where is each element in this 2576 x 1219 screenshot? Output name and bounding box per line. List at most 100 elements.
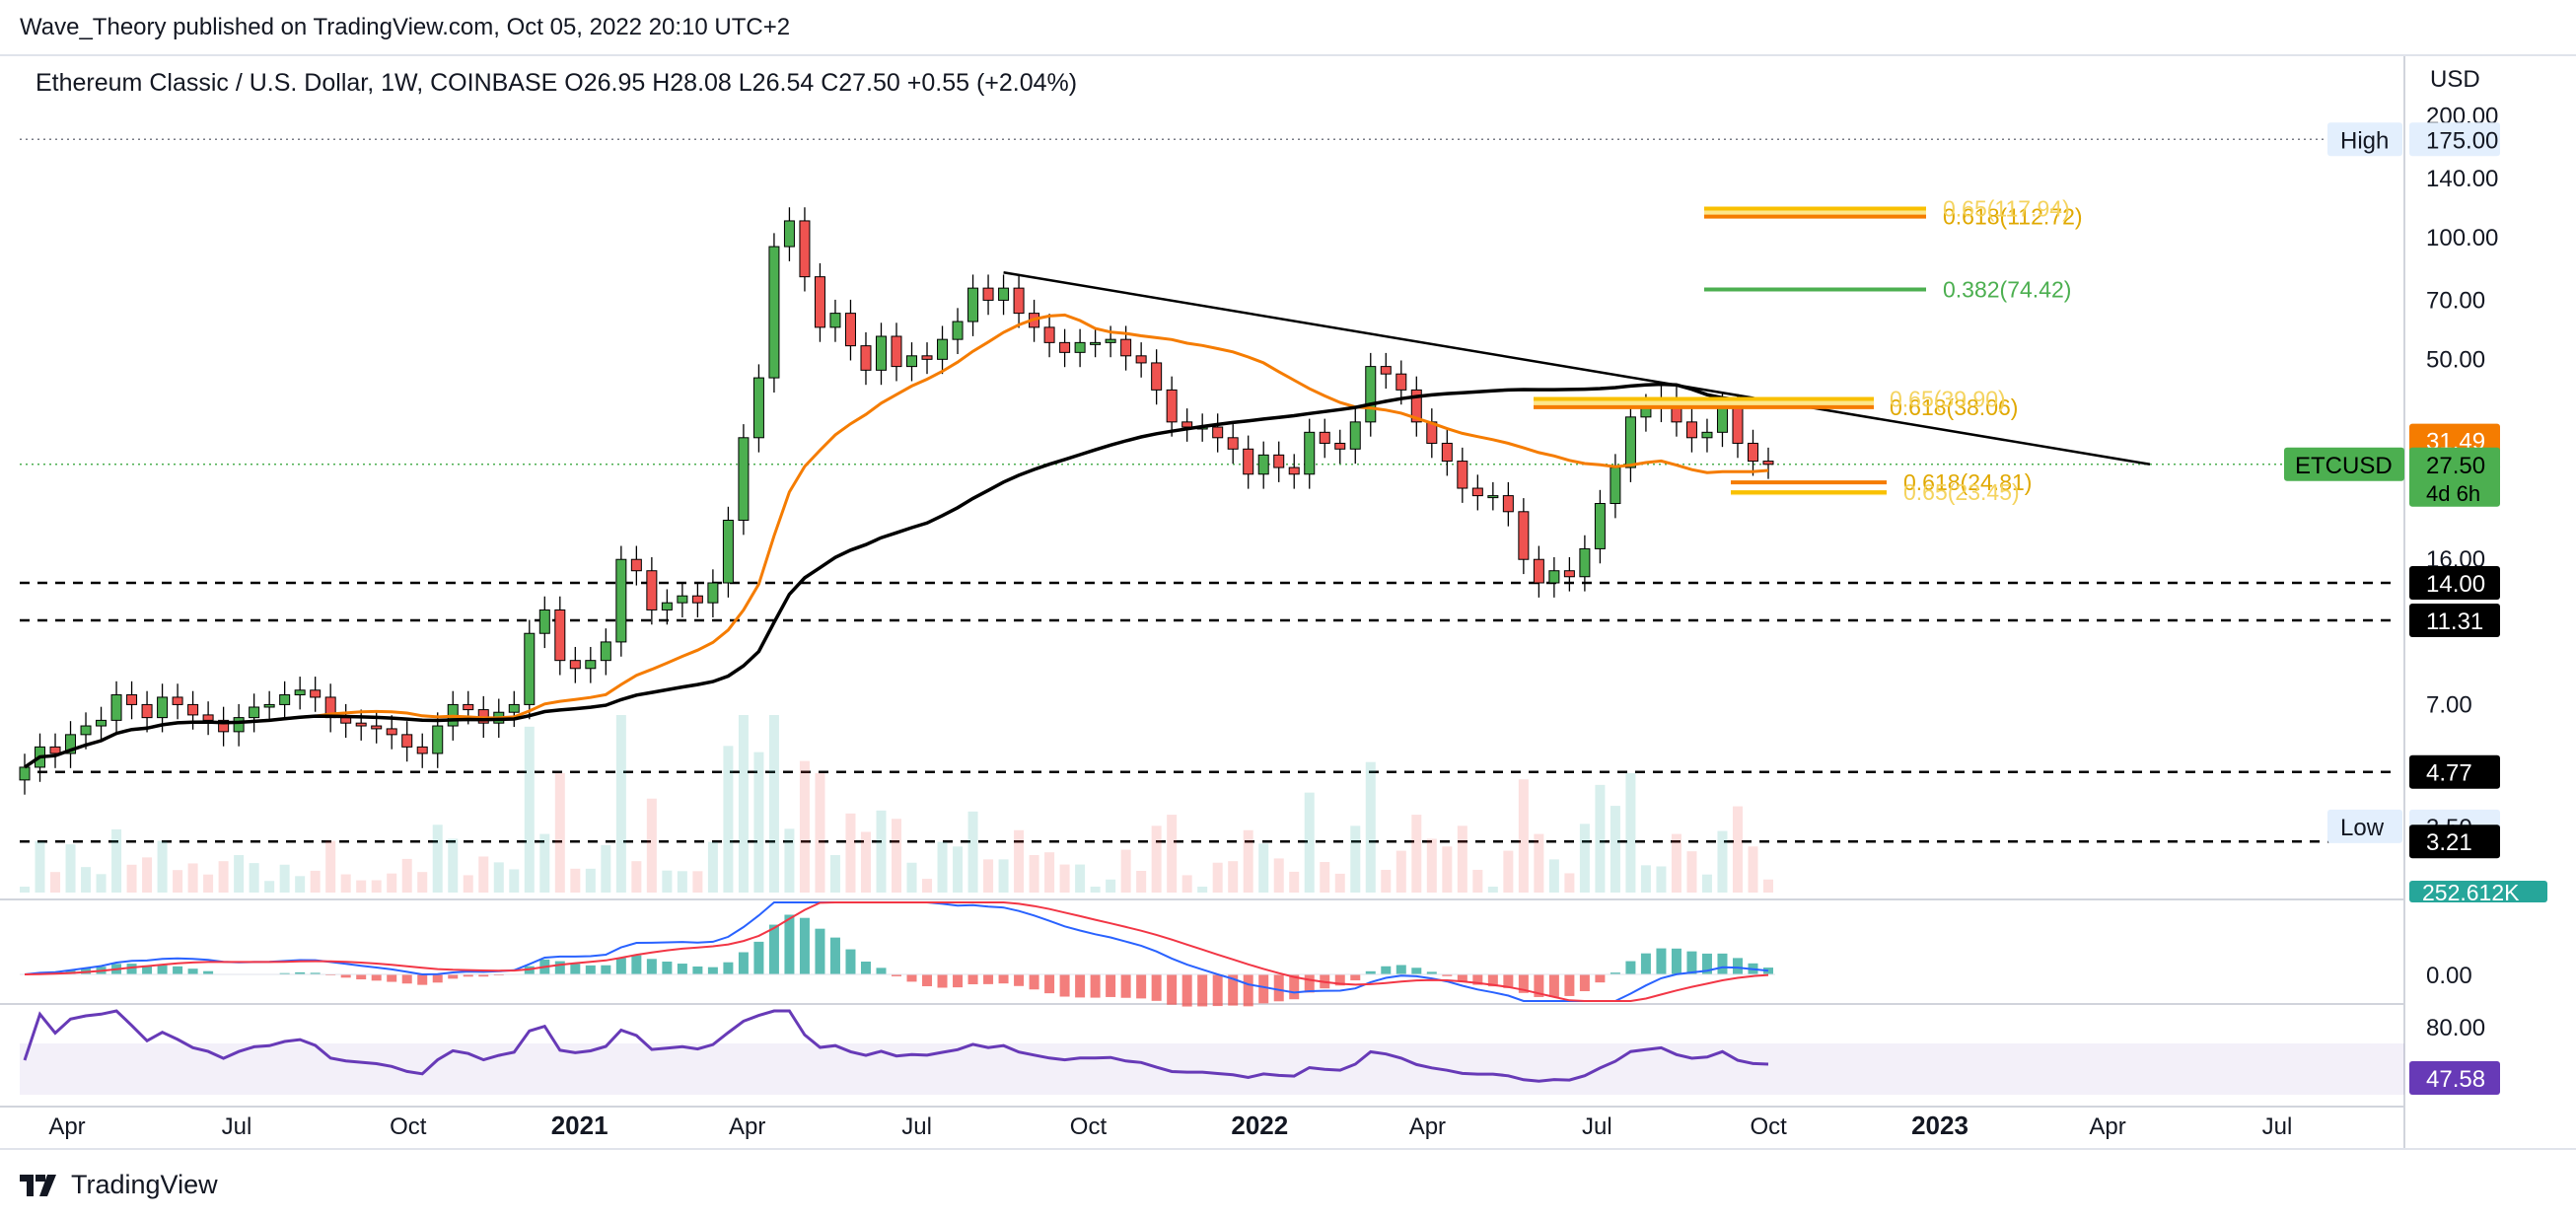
time-tick-label: Apr xyxy=(2089,1113,2125,1140)
candle-up xyxy=(952,321,964,340)
candle-down xyxy=(355,722,367,727)
macd-histogram-bar xyxy=(723,962,734,974)
volume-bar xyxy=(860,831,871,893)
volume-bar xyxy=(601,844,611,893)
volume-bar xyxy=(463,875,473,893)
tradingview-brand[interactable]: TradingView xyxy=(20,1170,218,1200)
volume-bar xyxy=(1120,849,1131,893)
macd-histogram-bar xyxy=(1350,974,1361,981)
volume-bar xyxy=(1167,815,1178,893)
volume-bar xyxy=(509,869,520,893)
volume-badge xyxy=(2409,881,2547,902)
fib-label: 0.382(74.42) xyxy=(1943,277,2071,303)
fib-label: 0.618(38.06) xyxy=(1890,394,2018,420)
volume-bar xyxy=(1014,829,1025,893)
candle-up xyxy=(752,377,764,439)
volume-bar xyxy=(1320,861,1330,893)
candle-down xyxy=(1212,426,1224,439)
macd-histogram-bar xyxy=(1106,974,1116,997)
volume-bar xyxy=(738,715,749,893)
macd-histogram-bar xyxy=(1686,951,1697,974)
macd-histogram-bar xyxy=(1595,974,1606,983)
time-tick-label: Jul xyxy=(1582,1113,1612,1140)
macd-histogram-bar xyxy=(1151,974,1162,1001)
macd-histogram-bar xyxy=(967,974,978,985)
volume-bar xyxy=(1732,806,1743,893)
volume-bar xyxy=(325,840,336,893)
volume-bar xyxy=(1395,850,1406,893)
volume-bar xyxy=(967,811,978,893)
candle-down xyxy=(1151,362,1163,391)
time-tick-label: Oct xyxy=(1070,1113,1108,1140)
tradingview-logo-icon xyxy=(20,1174,56,1196)
candle-up xyxy=(294,689,306,696)
volume-bar xyxy=(173,870,183,893)
high-tag-label: High xyxy=(2340,127,2389,154)
macd-histogram-bar xyxy=(815,928,825,974)
fib-zone xyxy=(1534,398,1874,407)
volume-bar xyxy=(1640,865,1651,893)
macd-histogram-bar xyxy=(371,974,382,981)
macd-histogram-bar xyxy=(768,924,779,974)
macd-histogram-bar xyxy=(1426,971,1437,974)
macd-histogram-bar xyxy=(1625,961,1636,974)
macd-histogram-bar xyxy=(432,974,443,983)
fib-label: 0.65(39.90) xyxy=(1890,387,2006,412)
candle-up xyxy=(249,706,260,719)
time-tick-label: Jul xyxy=(901,1113,932,1140)
rsi-value-badge xyxy=(2409,1061,2500,1095)
volume-bar xyxy=(387,873,397,893)
volume-bar xyxy=(723,746,734,893)
volume-bar xyxy=(218,861,229,893)
macd-histogram-bar xyxy=(662,961,673,974)
macd-histogram-bar xyxy=(1044,974,1055,994)
candle-down xyxy=(1334,442,1346,450)
volume-bar xyxy=(692,871,703,893)
macd-histogram-bar xyxy=(1075,974,1086,998)
candle-down xyxy=(1135,355,1147,364)
macd-histogram-bar xyxy=(493,974,504,976)
candle-down xyxy=(1747,442,1758,463)
volume-bar xyxy=(1289,871,1300,893)
macd-histogram-bar xyxy=(401,974,412,984)
macd-histogram-bar xyxy=(1334,974,1345,986)
macd-histogram-bar xyxy=(1228,974,1239,1006)
low-tag xyxy=(2327,809,2402,843)
candle-down xyxy=(1181,421,1193,428)
candle-down xyxy=(386,728,397,736)
volume-bar xyxy=(340,874,351,893)
candle-down xyxy=(630,558,642,572)
volume-bar xyxy=(478,856,489,893)
macd-histogram-bar xyxy=(845,949,856,974)
volume-bar xyxy=(1534,833,1544,893)
macd-histogram-bar xyxy=(1243,974,1253,1007)
candle-down xyxy=(1533,558,1544,584)
candle-up xyxy=(967,287,979,323)
macd-histogram-bar xyxy=(692,966,703,974)
candle-up xyxy=(677,595,688,604)
time-tick-label: Apr xyxy=(1409,1113,1446,1140)
macd-histogram-bar xyxy=(1503,974,1514,988)
candle-down xyxy=(1288,466,1300,475)
candle-down xyxy=(844,313,856,347)
candle-up xyxy=(1487,495,1499,499)
volume-bar xyxy=(1625,772,1636,893)
volume-bar xyxy=(662,870,673,893)
volume-bar xyxy=(1686,851,1697,893)
candle-up xyxy=(615,558,627,643)
candle-down xyxy=(1059,341,1071,353)
volume-bar xyxy=(845,813,856,893)
time-tick-label: Jul xyxy=(222,1113,252,1140)
macd-histogram-bar xyxy=(310,972,321,974)
macd-histogram-bar xyxy=(906,974,917,982)
time-tick-label: Oct xyxy=(390,1113,427,1140)
volume-bar xyxy=(1212,862,1223,893)
macd-histogram-bar xyxy=(203,970,214,974)
volume-bar xyxy=(539,833,550,893)
candle-down xyxy=(126,694,138,705)
volume-bar xyxy=(1518,779,1529,893)
candle-up xyxy=(937,338,949,360)
volume-bar xyxy=(1381,869,1392,893)
volume-bar xyxy=(1595,784,1606,893)
